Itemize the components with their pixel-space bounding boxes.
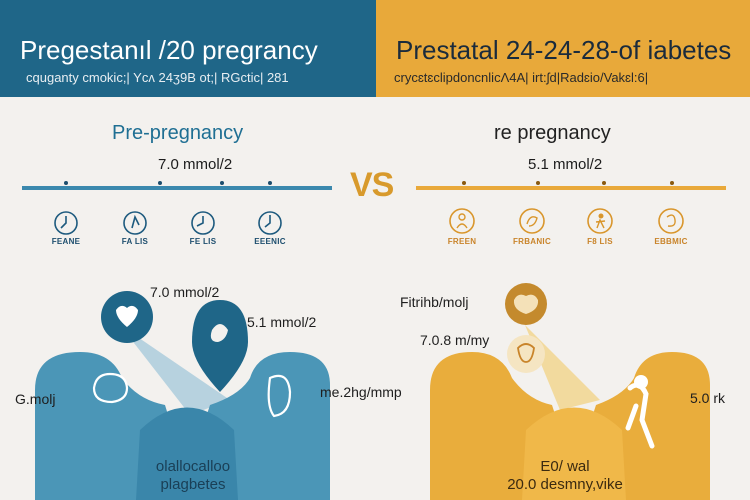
clock-icon [51, 208, 81, 238]
timeline-marker [536, 181, 540, 185]
left-figure-value-left: G.molj [15, 391, 56, 407]
left-bottom-line1: olallocalloo [155, 458, 231, 475]
left-icon-label: FE LIS [189, 237, 217, 246]
left-icon-label: EEENIC [254, 237, 286, 246]
clock-icon [120, 208, 150, 238]
clock-icon [255, 208, 285, 238]
header-left-title: Pregestanıl /20 pregrancy [20, 35, 318, 65]
header-right-subtitle: crycɛtɛclipdoncnlicΛ4A| irt:ʃd|Radɛio/Va… [394, 70, 649, 85]
header-left-subtitle: cquganty cmokic;| Ycʌ 24ʒ9B ot;| RGctic|… [26, 70, 289, 85]
right-section-value: 5.1 mmol/2 [528, 156, 603, 173]
timeline-marker [268, 181, 272, 185]
timeline-marker [670, 181, 674, 185]
right-section-title: re pregnancy [494, 122, 611, 144]
person-icon [447, 206, 477, 236]
left-figure-value-right: 5.1 mmol/2 [247, 314, 317, 330]
header-right-panel: Prestatal 24-24-28-of iabetes crycɛtɛcli… [376, 0, 750, 97]
left-section-title: Pre-pregnancy [112, 122, 244, 144]
left-bottom-line2: plagbetes [160, 476, 226, 493]
right-timeline [416, 181, 726, 190]
right-bottom-line1: E0/ wal [540, 458, 590, 475]
vs-label: VS [350, 166, 394, 204]
person-icon [585, 206, 615, 236]
left-icon-label: FA LIS [121, 237, 149, 246]
right-figure-illustration [430, 283, 710, 500]
right-icon-label: EBBMIC [654, 237, 688, 246]
timeline-marker [462, 181, 466, 185]
right-figure-value-right: 5.0 rk [690, 390, 726, 406]
right-bottom-line2: 20.0 desmny,vike [507, 476, 623, 493]
right-icon-label: FREEN [447, 237, 477, 246]
right-figure-value-left: me.2hg/mmp [320, 384, 402, 400]
right-icon-label: FRBANIC [512, 237, 552, 246]
left-figure-value-top: 7.0 mmol/2 [150, 284, 220, 300]
person-icon [656, 206, 686, 236]
header-left-panel: Pregestanıl /20 pregrancy cquganty cmoki… [0, 0, 376, 97]
right-figure-value-top: Fitrihb/molj [400, 294, 469, 310]
timeline-marker [602, 181, 606, 185]
header-right-title: Prestatal 24-24-28-of iabetes [396, 35, 732, 65]
timeline-marker [158, 181, 162, 185]
person-icon [517, 206, 547, 236]
left-figure-illustration [35, 291, 330, 500]
left-section-value: 7.0 mmol/2 [158, 156, 233, 173]
timeline-marker [64, 181, 68, 185]
right-figure-value-mid: 7.0.8 m/my [420, 332, 490, 348]
left-icon-label: FEANE [51, 237, 81, 246]
timeline-marker [220, 181, 224, 185]
left-timeline [22, 181, 332, 190]
clock-icon [188, 208, 218, 238]
right-icon-label: F8 LIS [587, 237, 613, 246]
